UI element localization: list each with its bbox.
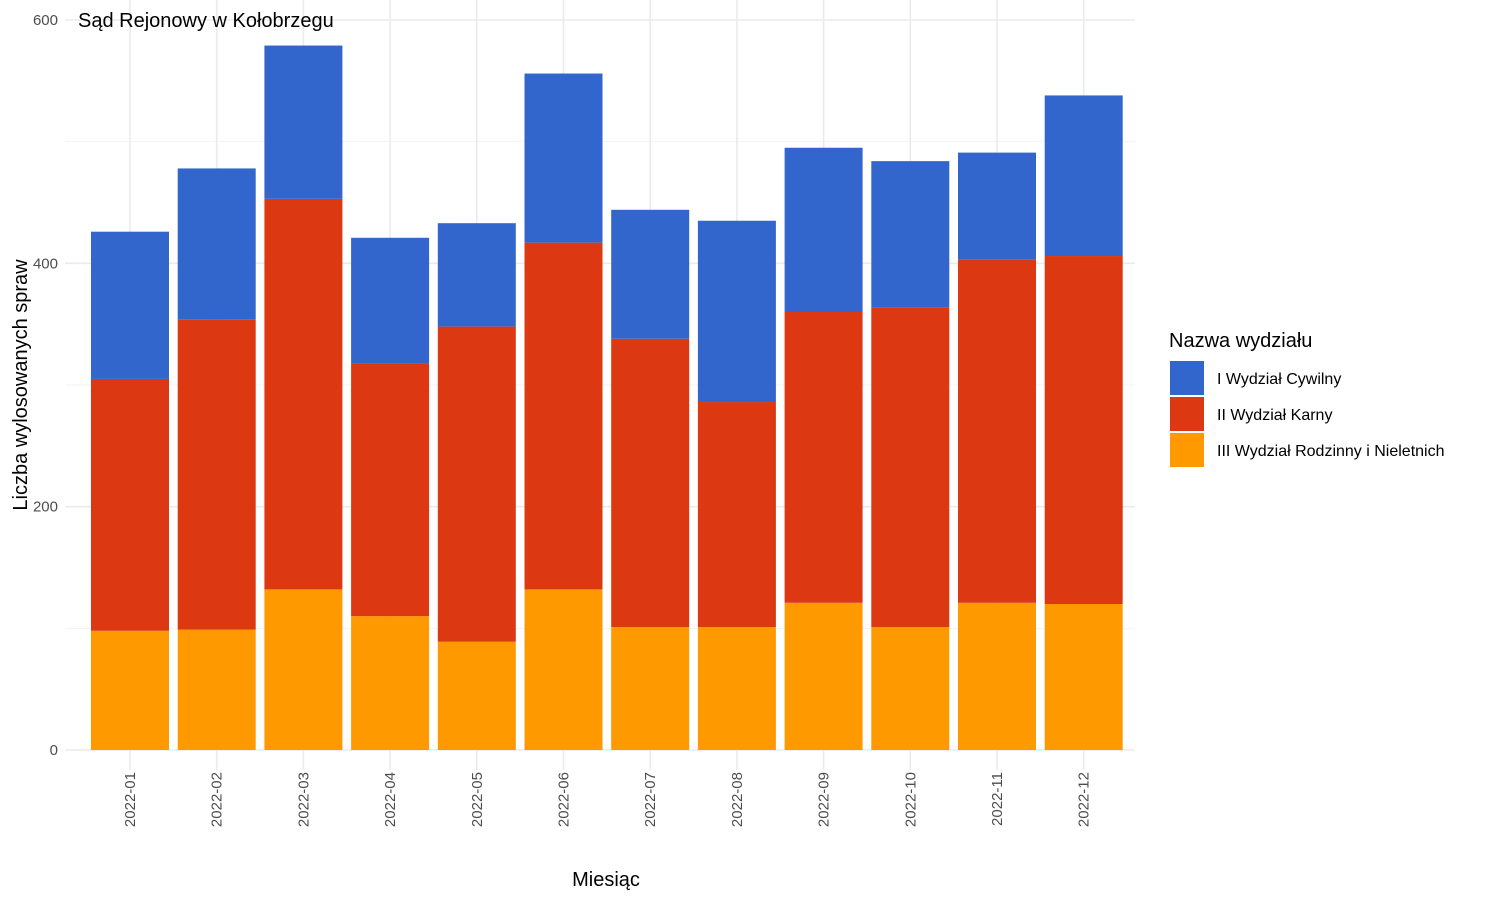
bar-segment [697,402,776,628]
bar-segment [264,45,343,199]
bar-segment [958,152,1036,260]
bars [91,45,1123,750]
bar-segment [871,627,950,750]
x-tick-label: 2022-08 [729,772,746,827]
bar-segment [351,363,430,617]
legend-swatch [1170,433,1204,467]
bar-segment [437,641,516,750]
bar-segment [784,602,863,750]
bar-segment [264,589,343,750]
y-tick-label: 600 [33,12,58,29]
bar-segment [697,220,776,403]
legend-label: III Wydział Rodzinny i Nieletnich [1217,443,1445,460]
legend-swatch [1170,397,1204,431]
bar-segment [611,627,690,750]
y-axis-title: Liczba wylosowanych spraw [10,259,32,511]
bar-segment [1044,604,1123,750]
bar-segment [611,338,690,628]
bar-segment [91,630,169,750]
bar-segment [871,307,950,628]
bar-segment [91,231,169,379]
x-tick-label: 2022-02 [209,772,226,827]
bar-segment [524,242,603,590]
bar-segment [177,168,256,320]
y-tick-label: 200 [33,499,58,516]
bar-segment [1044,95,1123,257]
bar-segment [697,627,776,750]
legend-swatch [1170,361,1204,395]
bar-segment [437,326,516,642]
x-tick-label: 2022-10 [902,772,919,827]
x-tick-label: 2022-11 [989,772,1006,826]
x-axis-ticks: 2022-01 2022-02 2022-03 2022-04 2022-05 2022-… [122,772,1093,827]
bar-segment [351,237,430,364]
bar-segment [1044,256,1123,604]
x-tick-label: 2022-03 [295,772,312,827]
bar-segment [437,223,516,327]
x-tick-label: 2022-12 [1076,772,1093,827]
bar-segment [91,378,169,631]
bar-segment [958,602,1036,750]
y-axis-ticks: 0 200 400 600 [33,12,58,759]
chart-title: Sąd Rejonowy w Kołobrzegu [78,10,334,32]
x-tick-label: 2022-01 [122,772,139,827]
bar-segment [871,161,950,308]
bar-segment [958,259,1036,603]
bar-segment [264,198,343,590]
x-tick-label: 2022-06 [556,772,573,827]
legend-label: I Wydział Cywilny [1217,371,1341,388]
x-tick-label: 2022-09 [816,772,833,827]
x-axis-title: Miesiąc [572,869,640,891]
y-tick-label: 0 [50,742,58,759]
x-tick-label: 2022-07 [642,772,659,827]
bar-segment [177,629,256,750]
bar-segment [351,616,430,750]
bar-segment [784,312,863,603]
x-tick-label: 2022-05 [469,772,486,827]
bar-segment [524,73,603,243]
bar-segment [784,147,863,312]
legend: Nazwa wydziału I Wydział Cywilny II Wydzi… [1169,330,1445,467]
legend-title: Nazwa wydziału [1169,330,1312,352]
legend-label: II Wydział Karny [1217,407,1332,424]
bar-segment [524,589,603,750]
bar-segment [177,319,256,630]
y-tick-label: 400 [33,255,58,272]
x-tick-label: 2022-04 [382,772,399,827]
bar-segment [611,209,690,339]
